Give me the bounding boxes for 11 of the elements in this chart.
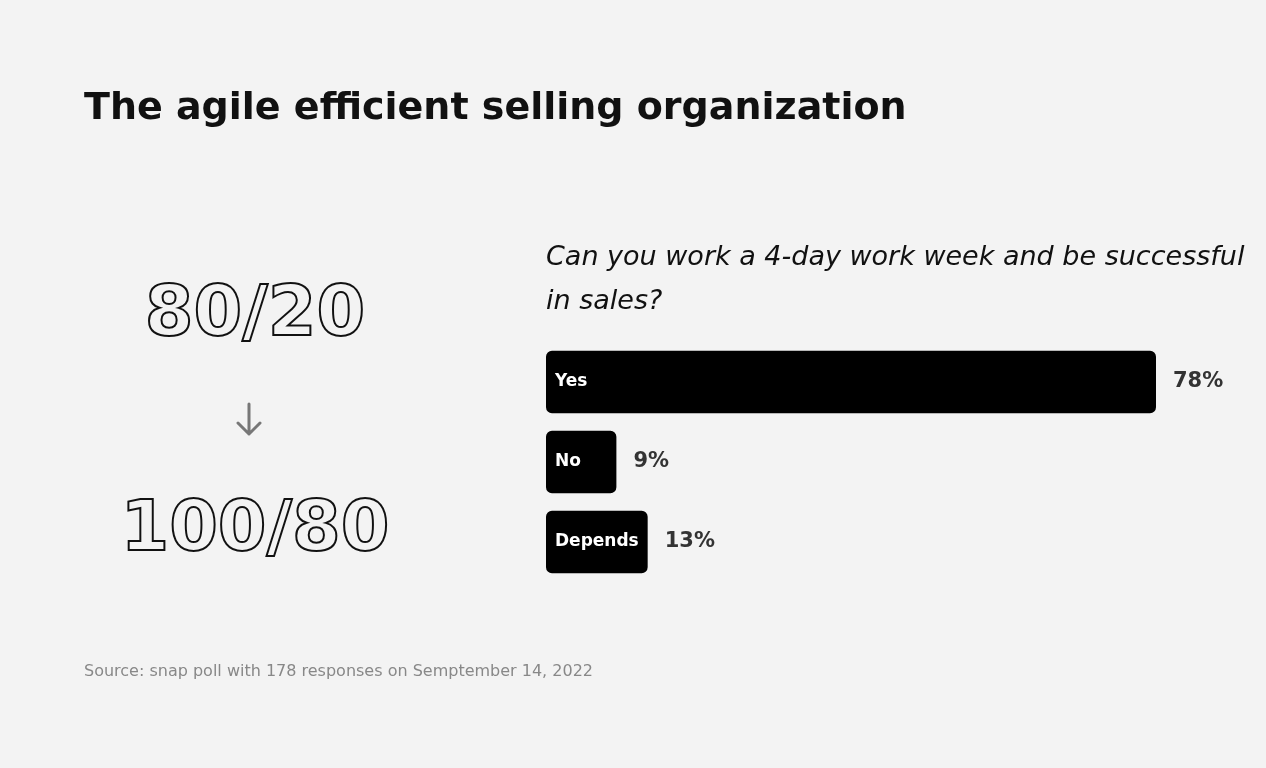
source-note: Source: snap poll with 178 responses on Semptember 14, 2022 — [84, 661, 593, 680]
data-label: 78% — [1173, 368, 1224, 393]
y-tick-label: No — [555, 450, 581, 471]
chart-subtitle: Can you work a 4-day work week and be successful in sales? — [546, 239, 1246, 317]
chart-title: The agile efficient selling organization — [84, 84, 907, 128]
y-tick-label: Depends — [555, 530, 639, 551]
text: 80/20 — [143, 270, 367, 352]
data-label: 13% — [664, 528, 715, 553]
data-label: 9% — [633, 448, 670, 473]
y-tick-label: Yes — [554, 370, 588, 391]
text: 100/80 — [119, 485, 391, 567]
